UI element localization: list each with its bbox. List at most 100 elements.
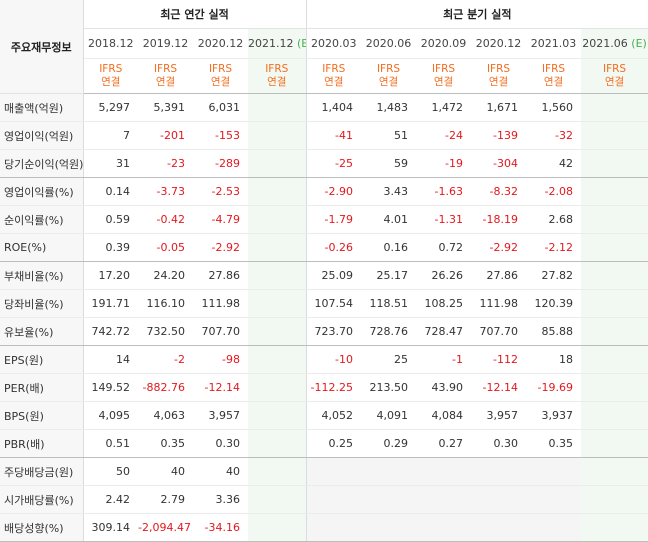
table-cell: 4,052 (306, 401, 362, 430)
row-label: 영업이익률(%) (0, 177, 84, 206)
table-cell: 17.20 (83, 261, 138, 290)
period-label: 2021.03 (530, 37, 577, 50)
table-cell: 14 (83, 345, 138, 374)
period-header: 2018.12 (83, 28, 138, 59)
table-cell: 191.71 (83, 289, 138, 318)
table-cell: 25.17 (361, 261, 417, 290)
table-cell (361, 457, 417, 486)
table-row: 매출액(억원) 5,297 5,391 6,031 1,404 1,483 1,472 1,6… (0, 93, 648, 122)
table-cell: -4.79 (193, 205, 248, 234)
row-label: 영업이익(억원) (0, 121, 84, 150)
ifrs-consolidated-tag: IFRS 연결 (581, 58, 648, 94)
table-cell (361, 513, 417, 542)
period-label: 2019.12 (142, 37, 189, 50)
table-cell (248, 457, 307, 486)
row-label: 시가배당률(%) (0, 485, 84, 514)
table-cell: 24.20 (138, 261, 193, 290)
table-cell: -2,094.47 (138, 513, 193, 542)
table-cell (248, 233, 307, 262)
table-cell (248, 177, 307, 206)
table-cell: 0.30 (471, 429, 527, 458)
table-cell: 0.14 (83, 177, 138, 206)
table-cell: -34.16 (193, 513, 248, 542)
table-cell: 6,031 (193, 93, 248, 122)
row-label: 매출액(억원) (0, 93, 84, 122)
table-cell: 728.76 (361, 317, 417, 346)
consolidated-label: 연결 (543, 76, 564, 88)
table-cell (248, 261, 307, 290)
period-header: 2019.12 (138, 28, 193, 59)
table-cell: 707.70 (193, 317, 248, 346)
period-header: 2021.12 (E) (248, 28, 307, 59)
table-cell: -32 (526, 121, 582, 150)
consolidated-label: 연결 (101, 76, 121, 88)
ifrs-consolidated-tag: IFRS 연결 (526, 58, 582, 94)
table-cell (581, 289, 648, 318)
table-cell: -2 (138, 345, 193, 374)
table-cell (581, 429, 648, 458)
table-cell (248, 345, 307, 374)
table-cell: 111.98 (471, 289, 527, 318)
consolidated-label: 연결 (210, 76, 231, 88)
period-header: 2021.06 (E) (581, 28, 648, 59)
table-cell (581, 401, 648, 430)
table-cell: -112 (471, 345, 527, 374)
table-cell: 3,937 (526, 401, 582, 430)
period-label: 2020.09 (420, 37, 467, 50)
table-cell: 25.09 (306, 261, 362, 290)
table-cell: -153 (193, 121, 248, 150)
table-cell: 723.70 (306, 317, 362, 346)
table-cell: 0.30 (193, 429, 248, 458)
consolidated-label: 연결 (267, 76, 287, 88)
table-cell: 2.68 (526, 205, 582, 234)
table-cell: -2.92 (193, 233, 248, 262)
ifrs-consolidated-tag: IFRS 연결 (248, 58, 307, 94)
table-cell: 4,084 (416, 401, 472, 430)
table-cell: 728.47 (416, 317, 472, 346)
row-label: ROE(%) (0, 233, 84, 262)
row-label: 순이익률(%) (0, 205, 84, 234)
period-label: 2020.06 (365, 37, 412, 50)
table-cell: 1,483 (361, 93, 417, 122)
table-cell: 0.25 (306, 429, 362, 458)
table-row: 유보율(%) 742.72 732.50 707.70 723.70 728.76 728.… (0, 317, 648, 346)
row-label: PER(배) (0, 373, 84, 402)
table-cell: -2.90 (306, 177, 362, 206)
table-cell (248, 513, 307, 542)
table-cell: 707.70 (471, 317, 527, 346)
table-cell (306, 485, 362, 514)
consolidated-label: 연결 (378, 76, 399, 88)
ifrs-label: IFRS (376, 63, 401, 75)
period-header: 2021.03 (526, 28, 582, 59)
period-header: 2020.09 (416, 28, 472, 59)
table-cell: 107.54 (306, 289, 362, 318)
table-cell: -41 (306, 121, 362, 150)
table-row: PER(배) 149.52 -882.76 -12.14 -112.25 213.50 43… (0, 373, 648, 402)
row-label: EPS(원) (0, 345, 84, 374)
table-row: 시가배당률(%) 2.42 2.79 3.36 (0, 485, 648, 514)
table-cell: 4,091 (361, 401, 417, 430)
table-cell: -0.05 (138, 233, 193, 262)
table-cell: 0.27 (416, 429, 472, 458)
table-cell: 59 (361, 149, 417, 178)
table-cell: 116.10 (138, 289, 193, 318)
table-cell: 108.25 (416, 289, 472, 318)
table-cell: 118.51 (361, 289, 417, 318)
table-cell: -112.25 (306, 373, 362, 402)
period-header: 2020.06 (361, 28, 417, 59)
table-cell: 40 (138, 457, 193, 486)
table-cell (581, 261, 648, 290)
table-cell: -201 (138, 121, 193, 150)
consolidated-label: 연결 (324, 76, 344, 88)
ifrs-label: IFRS (603, 63, 627, 75)
row-label: BPS(원) (0, 401, 84, 430)
table-cell: 3.36 (193, 485, 248, 514)
table-cell: 0.35 (526, 429, 582, 458)
table-cell: -1.79 (306, 205, 362, 234)
ifrs-consolidated-tag: IFRS 연결 (138, 58, 193, 94)
table-cell (248, 121, 307, 150)
table-cell (581, 177, 648, 206)
table-cell (471, 485, 527, 514)
table-cell (581, 121, 648, 150)
